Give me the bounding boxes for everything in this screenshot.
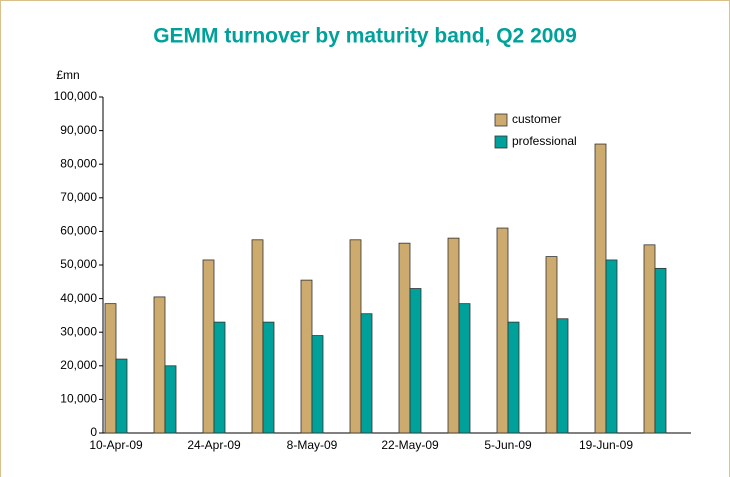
y-tick-label: 60,000: [60, 224, 97, 238]
y-tick-label: 40,000: [60, 291, 97, 305]
legend-label: professional: [512, 134, 577, 148]
bar: [643, 244, 656, 434]
bar: [458, 303, 471, 434]
x-tick-label: 22-May-09: [381, 438, 439, 452]
y-tick-label: 90,000: [60, 123, 97, 137]
bar: [349, 239, 362, 434]
bar: [409, 288, 422, 434]
bar: [507, 321, 520, 434]
y-tick-label: 30,000: [60, 324, 97, 338]
bar: [447, 237, 460, 434]
y-tick-label: 100,000: [54, 89, 98, 103]
y-unit: £mn: [56, 68, 79, 82]
y-tick-label: 70,000: [60, 190, 97, 204]
y-tick-label: 20,000: [60, 358, 97, 372]
bar: [360, 313, 373, 434]
x-tick-label: 10-Apr-09: [89, 438, 143, 452]
bar: [545, 256, 558, 434]
bar: [251, 239, 264, 434]
bar: [654, 267, 667, 434]
y-tick-label: 10,000: [60, 392, 97, 406]
x-tick-label: 19-Jun-09: [579, 438, 633, 452]
bar: [164, 365, 177, 434]
x-tick-label: 8-May-09: [287, 438, 338, 452]
bar: [202, 259, 215, 434]
bar: [153, 296, 166, 434]
bar: [262, 321, 275, 434]
y-tick-label: 50,000: [60, 257, 97, 271]
bar: [213, 321, 226, 434]
bar: [398, 242, 411, 434]
bar: [115, 358, 128, 434]
legend-swatch: [494, 113, 508, 127]
legend-swatch: [494, 135, 508, 149]
bar: [556, 318, 569, 434]
x-tick-label: 24-Apr-09: [187, 438, 241, 452]
bar: [594, 143, 607, 434]
y-tick-label: 0: [90, 425, 97, 439]
y-tick-label: 80,000: [60, 156, 97, 170]
x-tick-label: 5-Jun-09: [484, 438, 532, 452]
bar: [300, 279, 313, 434]
bar: [311, 335, 324, 434]
bar: [104, 303, 117, 434]
bar: [605, 259, 618, 434]
chart-title: GEMM turnover by maturity band, Q2 2009: [153, 25, 577, 48]
legend-label: customer: [512, 112, 561, 126]
bar: [496, 227, 509, 434]
